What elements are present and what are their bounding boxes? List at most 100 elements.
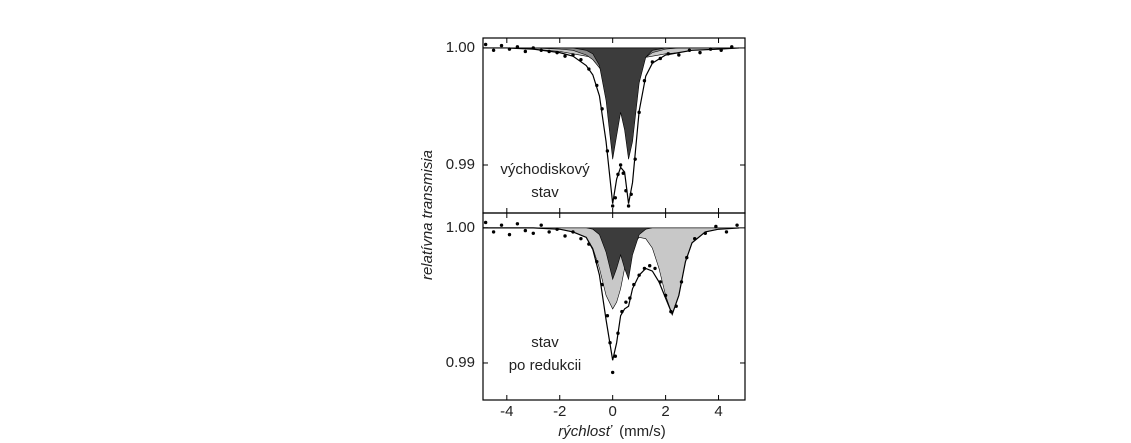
data-point xyxy=(637,110,641,115)
data-point xyxy=(563,54,567,58)
data-point xyxy=(693,236,697,241)
data-point xyxy=(499,43,504,48)
data-point xyxy=(719,48,723,52)
annotation: východiskový xyxy=(500,161,590,178)
data-point xyxy=(637,273,641,277)
x-tick-label: -2 xyxy=(553,403,566,420)
data-point xyxy=(600,107,604,111)
data-point xyxy=(663,293,668,298)
component-area xyxy=(483,47,740,160)
data-point xyxy=(626,204,631,208)
data-point xyxy=(531,46,535,50)
data-point xyxy=(608,341,612,345)
plot-frame xyxy=(482,212,746,401)
fit-line xyxy=(483,227,740,361)
data-point xyxy=(677,53,681,57)
data-point xyxy=(605,149,610,153)
data-point xyxy=(595,259,599,264)
data-point xyxy=(547,49,551,54)
data-point xyxy=(650,60,655,64)
data-point xyxy=(515,45,520,49)
y-axis-label: relatívna transmisia xyxy=(419,150,436,280)
fit-line xyxy=(483,47,740,204)
x-tick-label: 0 xyxy=(609,403,617,420)
data-point xyxy=(600,282,604,287)
data-point xyxy=(708,47,713,51)
data-point xyxy=(523,228,528,233)
data-point xyxy=(610,204,615,208)
data-point xyxy=(624,300,628,304)
x-tick-label: 4 xyxy=(714,403,722,420)
plot-area xyxy=(483,220,740,375)
data-point xyxy=(698,50,702,55)
data-point xyxy=(628,296,632,300)
data-point xyxy=(605,313,610,318)
data-point xyxy=(571,53,575,57)
data-point xyxy=(666,52,670,56)
data-point xyxy=(724,230,729,234)
x-axis-label: rýchlosť (mm/s) xyxy=(558,423,665,440)
data-point xyxy=(616,331,620,335)
data-point xyxy=(613,196,618,200)
data-point xyxy=(531,231,535,235)
data-point xyxy=(507,47,512,51)
data-point xyxy=(679,280,684,284)
data-point xyxy=(483,42,488,47)
x-axis-label-name: rýchlosť xyxy=(558,423,613,440)
y-tick-label: 0.99 xyxy=(446,354,475,371)
annotation: stav xyxy=(531,184,559,201)
x-tick-label: 2 xyxy=(661,403,669,420)
data-point xyxy=(579,57,583,62)
data-point xyxy=(658,56,663,61)
data-point xyxy=(539,48,543,52)
data-point xyxy=(648,263,652,268)
data-point xyxy=(563,234,567,238)
y-tick-label: 1.00 xyxy=(446,39,475,56)
data-point xyxy=(616,172,620,177)
data-point xyxy=(642,266,647,271)
y-tick-label: 1.00 xyxy=(446,219,475,236)
data-point xyxy=(633,157,637,161)
data-point xyxy=(632,282,636,287)
x-tick-label: -4 xyxy=(500,403,513,420)
data-point xyxy=(674,304,678,308)
plot-area xyxy=(483,42,740,208)
data-point xyxy=(703,231,708,235)
data-point xyxy=(539,223,543,227)
data-point xyxy=(483,220,488,225)
x-axis-label-unit: (mm/s) xyxy=(619,423,666,440)
data-point xyxy=(618,163,623,167)
data-point xyxy=(685,255,689,260)
data-point xyxy=(579,236,583,241)
data-point xyxy=(620,309,624,314)
data-point xyxy=(653,266,657,271)
y-tick-label: 0.99 xyxy=(446,156,475,173)
data-point xyxy=(730,45,734,49)
data-point xyxy=(714,224,718,229)
data-point xyxy=(571,230,575,234)
data-point xyxy=(499,223,504,227)
data-point xyxy=(735,223,739,227)
data-point xyxy=(507,232,512,237)
data-point xyxy=(687,48,692,52)
data-point xyxy=(629,192,633,196)
component-area xyxy=(483,227,740,281)
annotation: stav xyxy=(531,334,559,351)
data-point xyxy=(621,171,625,175)
data-point xyxy=(669,309,673,314)
data-point xyxy=(613,354,618,358)
data-point xyxy=(515,222,520,226)
data-point xyxy=(642,79,647,83)
data-point xyxy=(555,50,559,55)
data-point xyxy=(491,48,496,52)
annotation: po redukcii xyxy=(509,357,582,374)
data-point xyxy=(491,230,496,234)
data-point xyxy=(610,370,615,375)
data-point xyxy=(658,280,663,284)
data-point xyxy=(587,242,591,246)
data-point xyxy=(587,67,591,71)
data-point xyxy=(555,227,559,231)
data-point xyxy=(595,83,599,88)
data-point xyxy=(523,49,528,54)
